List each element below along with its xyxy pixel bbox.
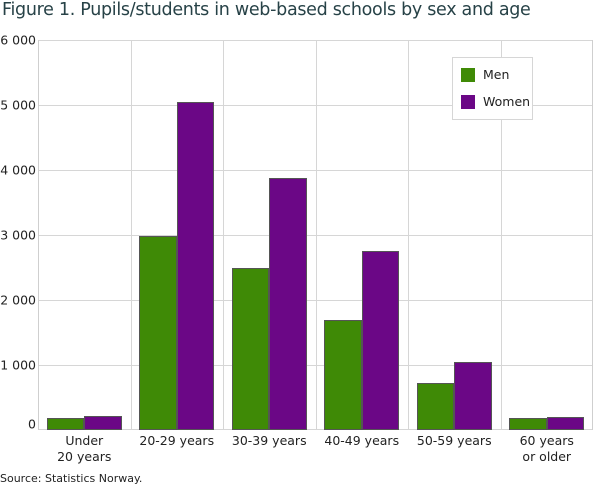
bar-men bbox=[416, 382, 455, 430]
legend-item-women: Women bbox=[461, 94, 530, 109]
bar-women bbox=[454, 361, 492, 430]
y-tick-label: 5 000 bbox=[0, 97, 36, 113]
y-tick-label: 2 000 bbox=[0, 292, 36, 308]
women-swatch-icon bbox=[461, 94, 475, 109]
y-tick-label: 1 000 bbox=[0, 357, 36, 373]
legend-label-women: Women bbox=[483, 94, 531, 109]
bar-women bbox=[546, 417, 585, 430]
bar-women bbox=[269, 178, 307, 430]
gridline-vertical bbox=[408, 40, 409, 430]
y-tick-label: 0 bbox=[28, 416, 36, 432]
gridline-vertical bbox=[500, 40, 502, 430]
x-tick-label: 60 years or older bbox=[519, 433, 574, 464]
y-tick-label: 3 000 bbox=[0, 227, 36, 243]
gridline-vertical bbox=[223, 40, 224, 430]
legend-item-men: Men bbox=[461, 67, 509, 82]
gridline-vertical bbox=[130, 40, 132, 430]
legend-label-men: Men bbox=[483, 67, 510, 82]
legend: Men Women bbox=[452, 57, 533, 120]
x-tick-label: 30-39 years bbox=[231, 433, 307, 448]
x-tick-label: 50-59 years bbox=[416, 433, 492, 448]
chart-title: Figure 1. Pupils/students in web-based s… bbox=[2, 0, 531, 20]
bar-men bbox=[231, 268, 270, 430]
source-note: Source: Statistics Norway. bbox=[0, 472, 143, 485]
y-tick-label: 4 000 bbox=[0, 162, 36, 178]
bar-women bbox=[176, 101, 215, 430]
bar-women bbox=[361, 250, 400, 430]
x-tick-label: Under 20 years bbox=[57, 433, 112, 464]
y-tick-label: 6 000 bbox=[0, 32, 36, 48]
bar-men bbox=[324, 319, 362, 430]
bar-men bbox=[139, 235, 177, 430]
bar-men bbox=[509, 418, 547, 430]
plot-area bbox=[38, 40, 593, 430]
gridline-vertical bbox=[315, 40, 317, 430]
bar-women bbox=[84, 416, 122, 430]
x-tick-label: 40-49 years bbox=[324, 433, 400, 448]
x-tick-label: 20-29 years bbox=[139, 433, 215, 448]
bar-men bbox=[46, 418, 85, 430]
men-swatch-icon bbox=[461, 67, 475, 82]
